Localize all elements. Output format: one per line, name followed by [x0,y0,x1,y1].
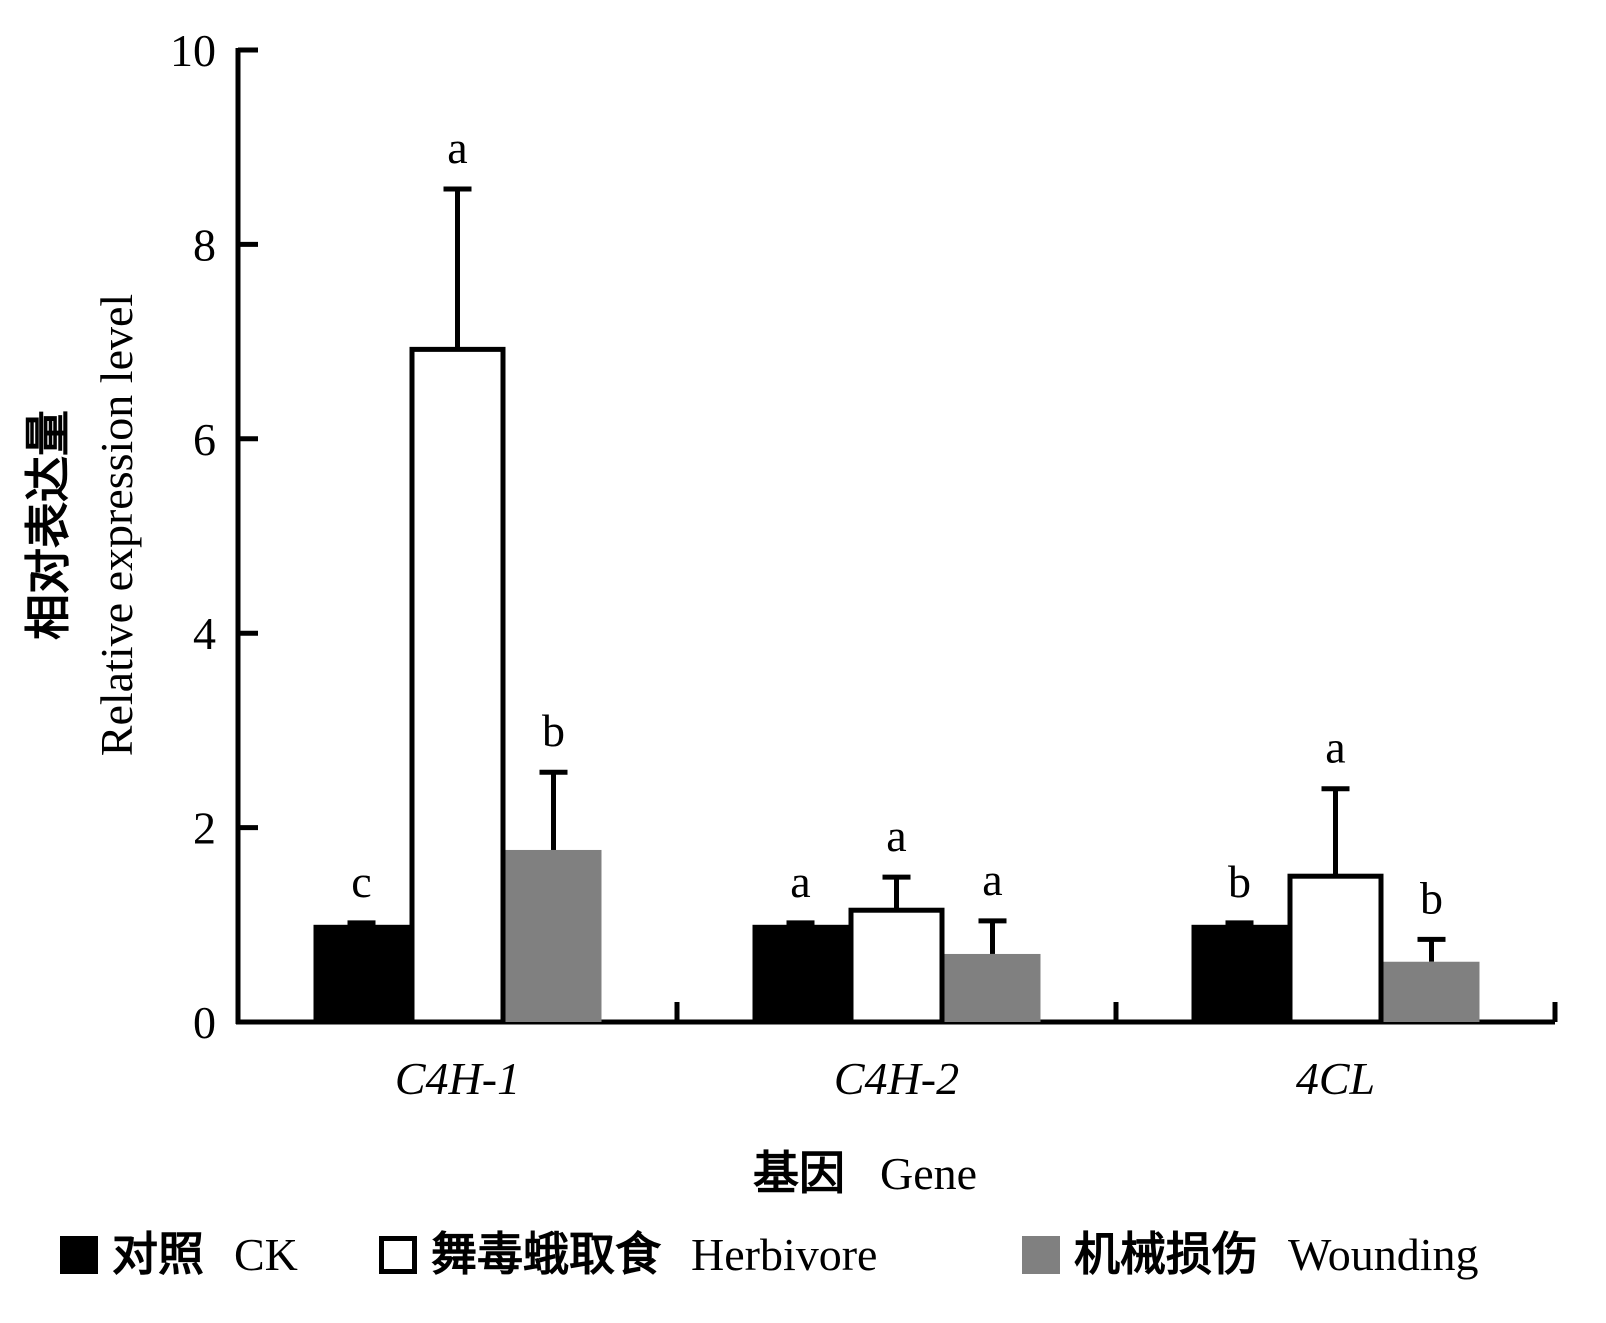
significance-letter: b [1420,872,1443,923]
x-tick-label: C4H-1 [395,1053,520,1104]
significance-letter: a [886,810,906,861]
significance-letter: a [790,856,810,907]
y-tick-label: 2 [193,803,216,854]
legend-swatch [60,1236,98,1274]
legend-label-en: Wounding [1288,1229,1479,1280]
x-tick-label: 4CL [1296,1053,1375,1104]
bar [505,849,602,1022]
legend-label-en: CK [234,1229,298,1280]
y-tick-label: 0 [193,997,216,1048]
significance-letter: b [1228,856,1251,907]
bar [409,346,506,1025]
legend-label-en: Herbivore [691,1229,877,1280]
ticks: 0 2 4 6 8 10 C4H-1 C4H-2 4CL [170,25,1558,1104]
legend-label-cn: 机械损伤 [1074,1227,1258,1281]
legend-swatch [1022,1236,1060,1274]
bar [1383,961,1480,1022]
significance-letter: a [447,122,467,173]
x-axis-label-cn: 基因 [753,1146,845,1200]
y-tick-label: 6 [193,414,216,465]
bar [944,953,1041,1022]
bar [1191,924,1288,1022]
x-tick-label: C4H-2 [834,1053,959,1104]
y-tick-label: 8 [193,219,216,270]
legend-label-cn: 舞毒蛾取食 [431,1227,662,1281]
bars: c a b a a a b a b [313,122,1480,1025]
legend-swatch [379,1236,417,1274]
significance-letter: c [351,856,371,907]
significance-letter: a [1325,722,1345,773]
legend-label-cn: 对照 [112,1227,204,1281]
significance-letter: a [982,854,1002,905]
y-tick-label: 10 [170,25,216,76]
legend: 对照 CK 舞毒蛾取食 Herbivore 机械损伤 Wounding [60,1227,1479,1281]
y-axis-label-cn: 相对表达量 [21,410,75,640]
bar [1287,873,1384,1025]
significance-letter: b [542,705,565,756]
x-axis-label-en: Gene [880,1148,977,1199]
bar [752,924,849,1022]
y-tick-label: 4 [193,608,216,659]
y-axis-label-en: Relative expression level [91,294,142,756]
bar [848,907,945,1025]
bar [313,924,410,1022]
